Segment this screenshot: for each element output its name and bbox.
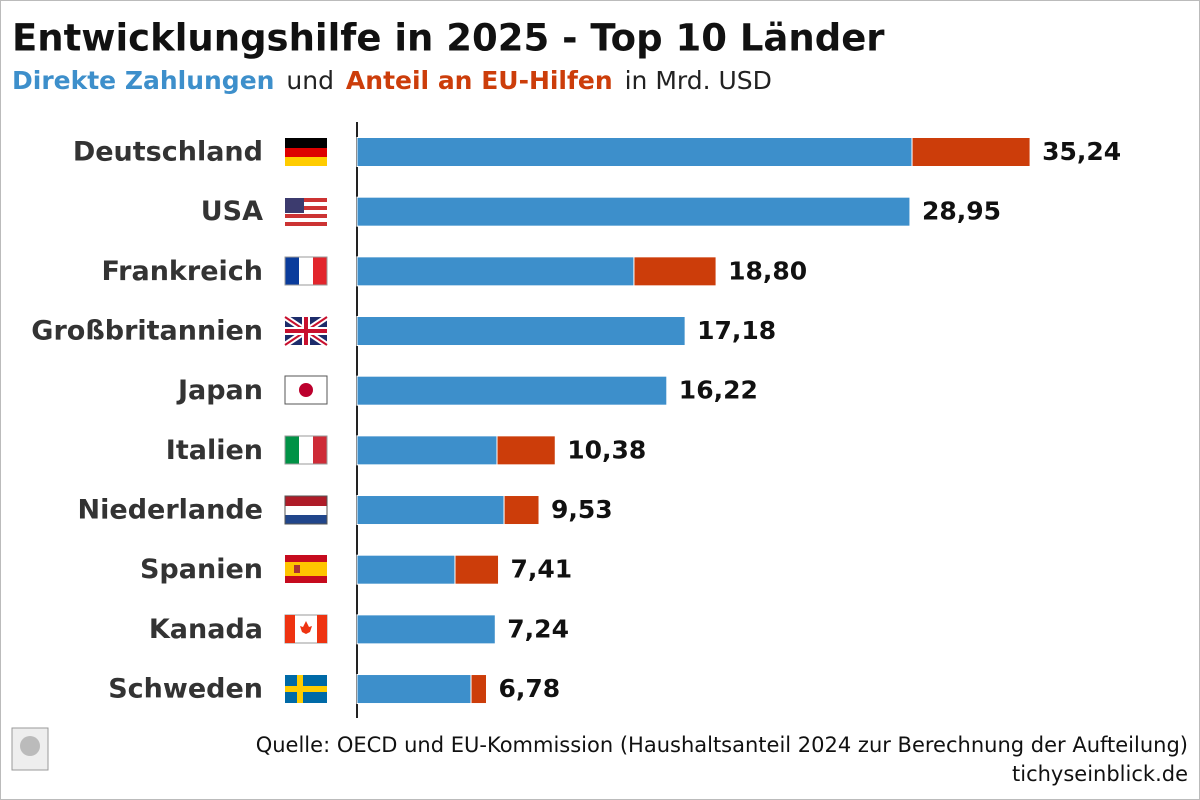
value-label: 28,95 <box>922 197 1001 226</box>
category-label: Kanada <box>149 614 263 645</box>
bar-segment <box>496 435 556 466</box>
bar-segment <box>356 196 911 227</box>
flag <box>285 138 327 166</box>
category-label: Frankreich <box>101 256 263 287</box>
value-label: 7,24 <box>507 614 569 643</box>
legend-entry: Anteil an EU-Hilfen <box>346 66 613 95</box>
category-label: Schweden <box>108 674 263 705</box>
value-label: 16,22 <box>679 376 758 405</box>
bar-segment <box>356 256 635 287</box>
flag <box>285 675 327 703</box>
value-label: 7,41 <box>511 555 573 584</box>
value-label: 17,18 <box>697 316 776 345</box>
value-label: 10,38 <box>567 435 646 464</box>
bar-segment <box>911 137 1031 167</box>
flags <box>283 138 329 703</box>
category-label: Italien <box>166 435 263 466</box>
logo <box>11 727 49 771</box>
flag <box>285 198 327 226</box>
value-label: 6,78 <box>498 674 560 703</box>
value-label: 9,53 <box>551 495 613 524</box>
subtitle-unit: in Mrd. USD <box>625 66 772 95</box>
legend-entry: Direkte Zahlungen <box>12 66 274 95</box>
flag <box>284 435 328 465</box>
value-label: 18,80 <box>728 256 807 285</box>
flag <box>284 256 328 286</box>
flag <box>284 495 328 525</box>
flag <box>284 614 328 644</box>
bar-segment <box>356 614 496 645</box>
bar-segment <box>356 435 498 466</box>
category-label: Japan <box>176 375 263 406</box>
category-label: USA <box>201 196 263 227</box>
bar-segment <box>470 674 487 705</box>
category-label: Spanien <box>140 554 263 585</box>
website: tichyseinblick.de <box>1012 762 1188 786</box>
bar-segment <box>454 554 500 585</box>
bar-segment <box>356 137 913 167</box>
category-label: Niederlande <box>78 495 263 526</box>
category-label: Deutschland <box>73 137 263 168</box>
source: Quelle: OECD und EU-Kommission (Haushalt… <box>256 733 1188 757</box>
bar-segment <box>356 674 472 705</box>
category-label: Großbritannien <box>31 316 263 347</box>
bar-segment <box>633 256 717 287</box>
bar-segment <box>356 554 456 585</box>
flag <box>283 314 329 348</box>
chart-title: Entwicklungshilfe in 2025 - Top 10 Lände… <box>12 17 885 60</box>
flag <box>284 375 328 405</box>
bar-segment <box>356 495 505 526</box>
subtitle: Direkte Zahlungen und Anteil an EU-Hilfe… <box>12 66 772 95</box>
bar-segment <box>356 375 668 406</box>
bar-segment <box>503 495 540 526</box>
subtitle-connector: und <box>286 66 334 95</box>
bar-segment <box>356 316 686 347</box>
value-label: 35,24 <box>1042 137 1121 166</box>
flag <box>285 555 327 583</box>
